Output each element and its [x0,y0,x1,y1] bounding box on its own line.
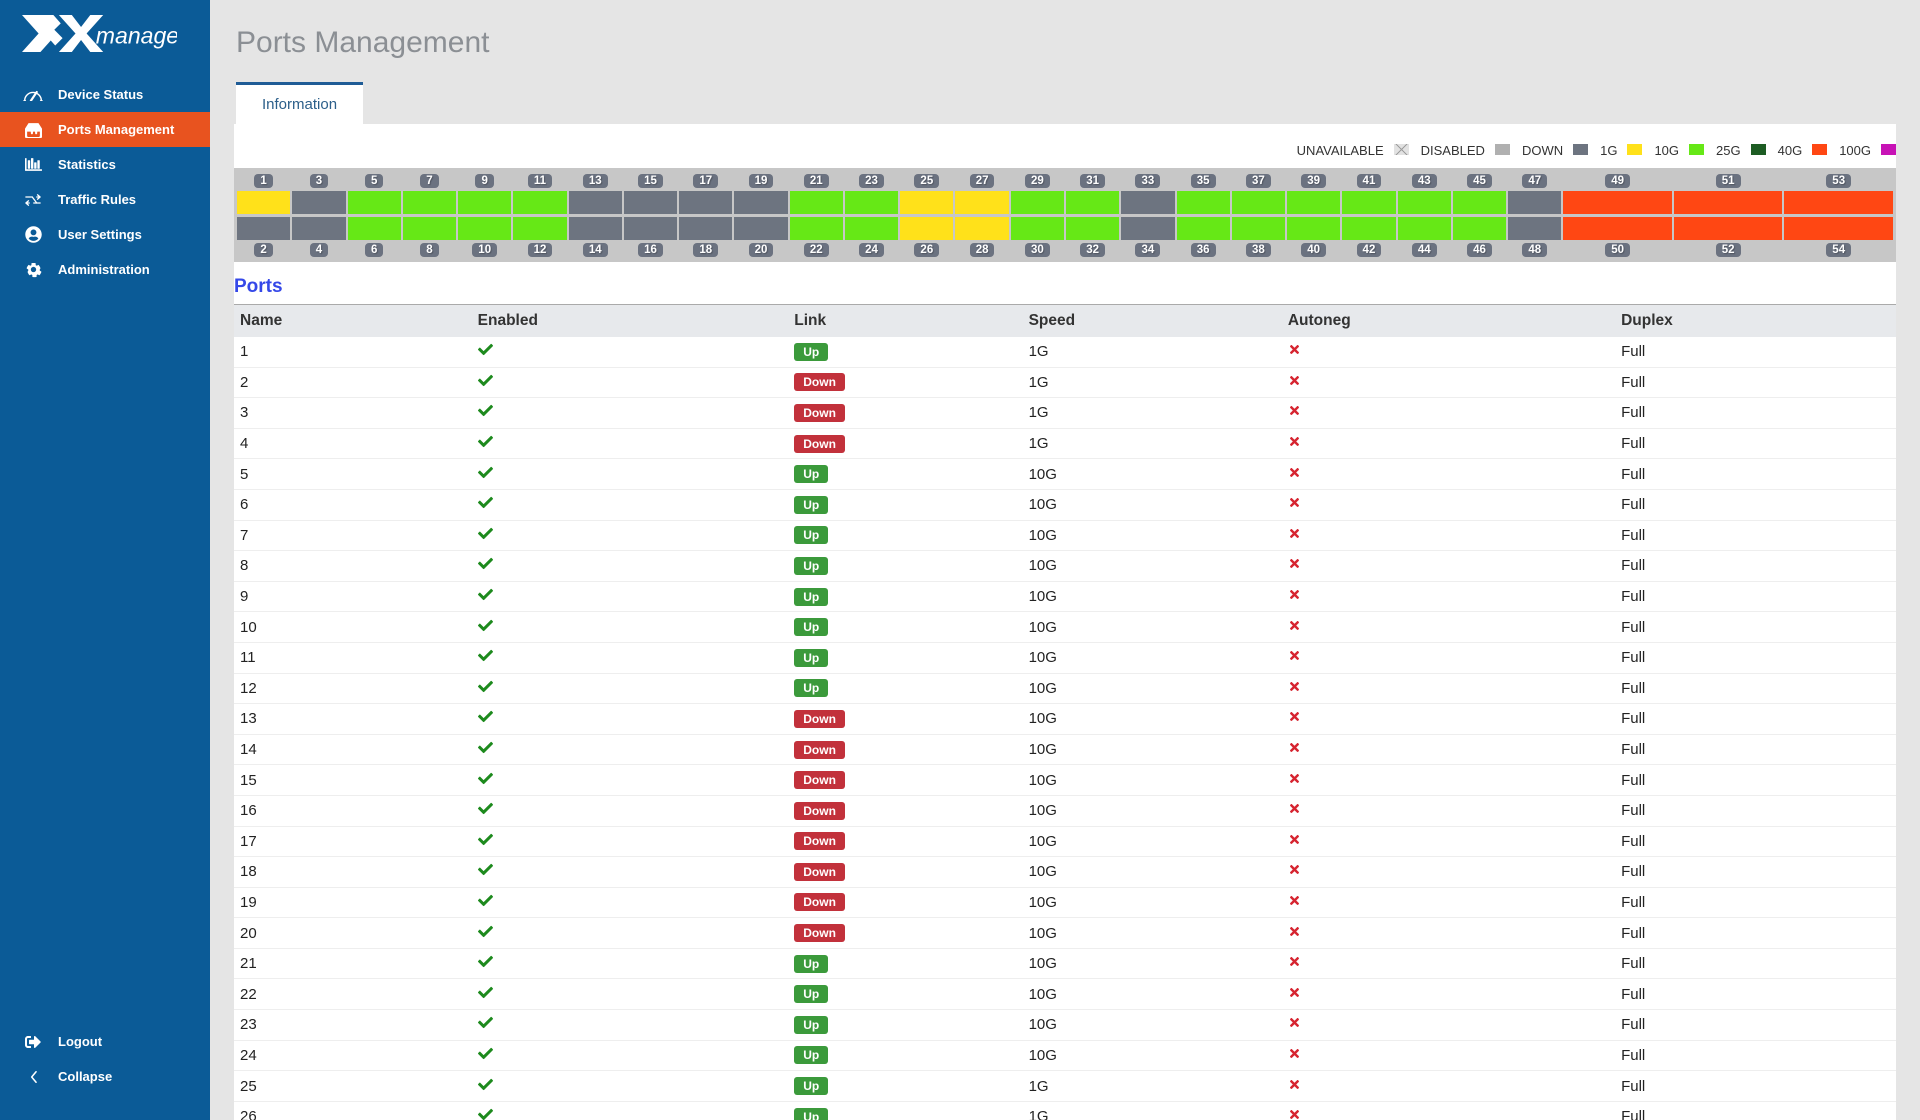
svg-text:manager: manager [96,23,177,49]
